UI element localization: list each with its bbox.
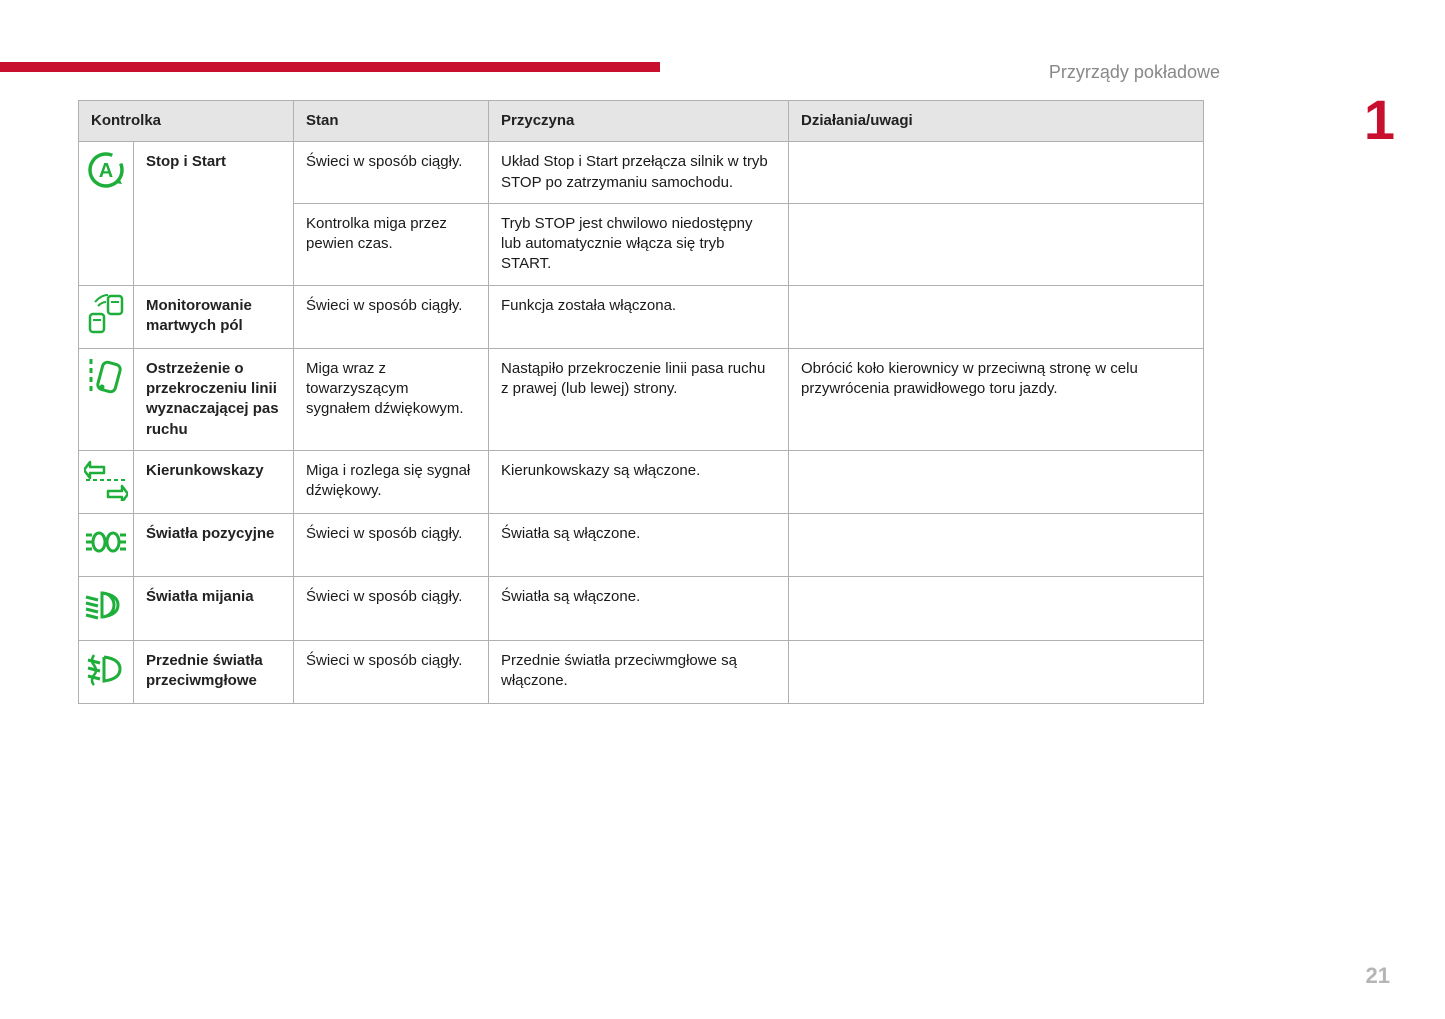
accent-bar xyxy=(0,62,660,72)
action-cell xyxy=(789,142,1204,204)
cause-cell: Kierunkowskazy są włączone. xyxy=(489,450,789,513)
state-cell: Świeci w sposób ciągły. xyxy=(294,640,489,703)
action-cell xyxy=(789,640,1204,703)
state-cell: Kontrolka miga przez pewien czas. xyxy=(294,203,489,285)
action-cell xyxy=(789,203,1204,285)
action-cell xyxy=(789,577,1204,640)
indicator-name: Przednie światła przeciwmgłowe xyxy=(134,640,294,703)
state-cell: Świeci w sposób ciągły. xyxy=(294,577,489,640)
table-row: Ostrzeżenie o przekroczeniu linii wyznac… xyxy=(79,348,1204,450)
action-cell xyxy=(789,285,1204,348)
table-row: Monitorowanie martwych pólŚwieci w sposó… xyxy=(79,285,1204,348)
lane-departure-icon xyxy=(79,348,134,450)
section-header: Przyrządy pokładowe xyxy=(1049,62,1220,83)
turn-signals-icon xyxy=(79,450,134,513)
action-cell xyxy=(789,514,1204,577)
action-cell xyxy=(789,450,1204,513)
table-row: Przednie światła przeciwmgłoweŚwieci w s… xyxy=(79,640,1204,703)
front-fog-icon xyxy=(79,640,134,703)
indicator-name: Ostrzeżenie o przekroczeniu linii wyznac… xyxy=(134,348,294,450)
table-header-row: Kontrolka Stan Przyczyna Działania/uwagi xyxy=(79,101,1204,142)
state-cell: Świeci w sposób ciągły. xyxy=(294,514,489,577)
col-stan: Stan xyxy=(294,101,489,142)
indicator-name: Światła mijania xyxy=(134,577,294,640)
blind-spot-icon xyxy=(79,285,134,348)
state-cell: Miga i rozlega się sygnał dźwiękowy. xyxy=(294,450,489,513)
position-lights-icon xyxy=(79,514,134,577)
table-row: KierunkowskazyMiga i rozlega się sygnał … xyxy=(79,450,1204,513)
cause-cell: Układ Stop i Start przełącza silnik w tr… xyxy=(489,142,789,204)
page-number: 21 xyxy=(1366,963,1390,989)
state-cell: Miga wraz z towarzyszącym sygnałem dźwię… xyxy=(294,348,489,450)
indicators-table: Kontrolka Stan Przyczyna Działania/uwagi… xyxy=(78,100,1204,704)
stop-start-icon xyxy=(79,142,134,285)
cause-cell: Światła są włączone. xyxy=(489,514,789,577)
indicator-name: Stop i Start xyxy=(134,142,294,285)
table-row: Stop i StartŚwieci w sposób ciągły.Układ… xyxy=(79,142,1204,204)
indicators-table-wrap: Kontrolka Stan Przyczyna Działania/uwagi… xyxy=(78,100,1203,704)
table-row: Światła pozycyjneŚwieci w sposób ciągły.… xyxy=(79,514,1204,577)
cause-cell: Przednie światła przeciwmgłowe są włączo… xyxy=(489,640,789,703)
cause-cell: Tryb STOP jest chwilowo niedostępny lub … xyxy=(489,203,789,285)
col-dzialania: Działania/uwagi xyxy=(789,101,1204,142)
col-kontrolka: Kontrolka xyxy=(79,101,294,142)
cause-cell: Nastąpiło przekroczenie linii pasa ruchu… xyxy=(489,348,789,450)
col-przyczyna: Przyczyna xyxy=(489,101,789,142)
action-cell: Obrócić koło kierownicy w przeciwną stro… xyxy=(789,348,1204,450)
state-cell: Świeci w sposób ciągły. xyxy=(294,285,489,348)
indicator-name: Światła pozycyjne xyxy=(134,514,294,577)
chapter-number: 1 xyxy=(1364,98,1395,143)
table-row: Światła mijaniaŚwieci w sposób ciągły.Św… xyxy=(79,577,1204,640)
state-cell: Świeci w sposób ciągły. xyxy=(294,142,489,204)
low-beam-icon xyxy=(79,577,134,640)
indicator-name: Monitorowanie martwych pól xyxy=(134,285,294,348)
cause-cell: Funkcja została włączona. xyxy=(489,285,789,348)
cause-cell: Światła są włączone. xyxy=(489,577,789,640)
indicator-name: Kierunkowskazy xyxy=(134,450,294,513)
